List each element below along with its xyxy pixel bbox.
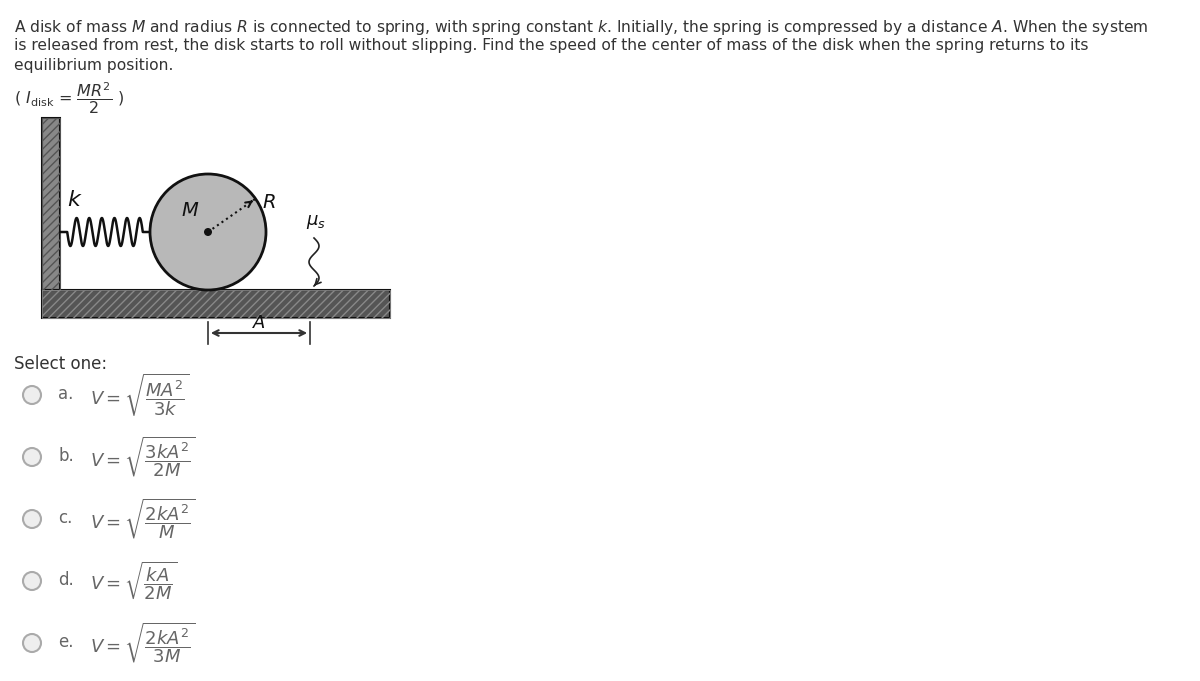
Text: $A$: $A$ (252, 314, 266, 332)
Bar (42, 290, 390, 318)
Text: $\mu_s$: $\mu_s$ (306, 213, 326, 231)
Bar (42, 290, 390, 318)
Text: Select one:: Select one: (14, 355, 107, 373)
Bar (42, 118, 60, 290)
Circle shape (23, 448, 41, 466)
Text: $R$: $R$ (262, 193, 275, 212)
Circle shape (23, 386, 41, 404)
Circle shape (23, 572, 41, 590)
Text: $V = \sqrt{\dfrac{2kA^2}{3M}}$: $V = \sqrt{\dfrac{2kA^2}{3M}}$ (90, 620, 196, 665)
Text: $M$: $M$ (181, 200, 199, 219)
Text: $k$: $k$ (67, 190, 83, 210)
Text: $V = \sqrt{\dfrac{MA^2}{3k}}$: $V = \sqrt{\dfrac{MA^2}{3k}}$ (90, 372, 190, 418)
Text: a.: a. (58, 385, 73, 403)
Text: A disk of mass $\mathit{M}$ and radius $\mathit{R}$ is connected to spring, with: A disk of mass $\mathit{M}$ and radius $… (14, 18, 1148, 37)
Text: $V = \sqrt{\dfrac{kA}{2M}}$: $V = \sqrt{\dfrac{kA}{2M}}$ (90, 560, 178, 602)
Text: ( $I_\mathrm{disk}$ = $\dfrac{MR^2}{2}$ ): ( $I_\mathrm{disk}$ = $\dfrac{MR^2}{2}$ … (14, 80, 125, 116)
Text: d.: d. (58, 571, 73, 589)
Text: e.: e. (58, 633, 73, 651)
Circle shape (204, 228, 212, 236)
Text: c.: c. (58, 509, 72, 527)
Text: $V = \sqrt{\dfrac{2kA^2}{M}}$: $V = \sqrt{\dfrac{2kA^2}{M}}$ (90, 496, 196, 541)
Text: b.: b. (58, 447, 73, 465)
Circle shape (23, 510, 41, 528)
Text: is released from rest, the disk starts to roll without slipping. Find the speed : is released from rest, the disk starts t… (14, 38, 1088, 53)
Text: equilibrium position.: equilibrium position. (14, 58, 173, 73)
Circle shape (23, 634, 41, 652)
Circle shape (150, 174, 266, 290)
Text: $V = \sqrt{\dfrac{3kA^2}{2M}}$: $V = \sqrt{\dfrac{3kA^2}{2M}}$ (90, 434, 196, 479)
Bar (42, 118, 60, 290)
